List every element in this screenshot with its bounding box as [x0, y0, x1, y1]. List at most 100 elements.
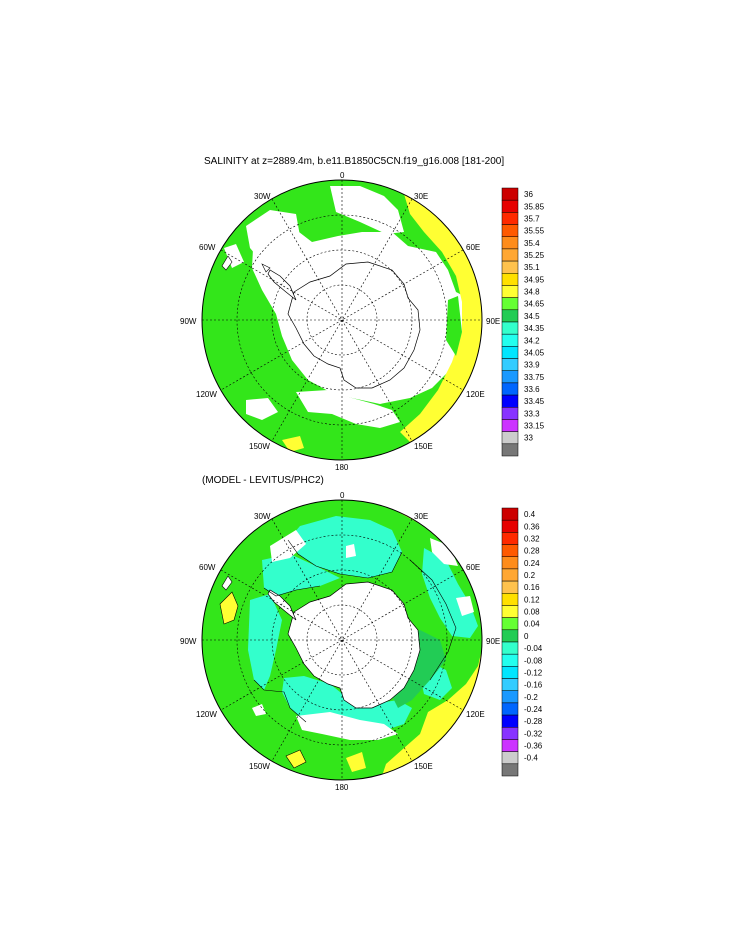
colorbar-label: 0.12: [524, 595, 540, 604]
colorbar-swatch: [501, 297, 519, 311]
colorbar-label: 35.55: [524, 227, 545, 236]
colorbar-swatch: [501, 519, 519, 533]
colorbar-label: 34.65: [524, 300, 545, 309]
lon-label: 120W: [196, 710, 217, 719]
colorbar-label: 33.9: [524, 361, 540, 370]
colorbar-swatch: [501, 507, 519, 521]
colorbar-swatch: [501, 763, 519, 777]
colorbar-label: -0.28: [524, 717, 543, 726]
lon-label: 90W: [180, 317, 197, 326]
colorbar-swatch: [501, 370, 519, 384]
colorbar-label: 33.15: [524, 422, 545, 431]
colorbar-swatch: [501, 382, 519, 396]
colorbar-swatch: [501, 653, 519, 667]
colorbar-label: 36: [524, 190, 533, 199]
colorbar-label: 35.1: [524, 263, 540, 272]
panel2-title: (MODEL - LEVITUS/PHC2): [202, 475, 324, 486]
colorbar-label: 33.6: [524, 385, 540, 394]
colorbar-label: 33: [524, 434, 533, 443]
colorbar-label: -0.08: [524, 656, 543, 665]
colorbar-swatch: [501, 260, 519, 274]
panel2-lon-labels: 0 30E 60E 90E 120E 150E 180 150W 120W 90…: [180, 491, 500, 792]
colorbar-swatch: [501, 666, 519, 679]
colorbar-swatch: [501, 431, 519, 445]
colorbar-label: 34.8: [524, 288, 540, 297]
colorbar-swatch: [501, 532, 519, 545]
colorbar-swatch: [501, 212, 519, 225]
lon-label: 90W: [180, 637, 197, 646]
lon-label: 0: [340, 491, 345, 500]
colorbar-label: 35.4: [524, 239, 540, 248]
colorbar-label: 34.35: [524, 324, 545, 333]
colorbar-swatch: [501, 593, 519, 606]
lon-label: 180: [335, 463, 349, 472]
colorbar-swatch: [501, 248, 519, 262]
colorbar-swatch: [501, 285, 519, 298]
colorbar-label: -0.24: [524, 705, 543, 714]
lon-label: 30W: [254, 512, 271, 521]
colorbar-label: 0.2: [524, 571, 536, 580]
panel2-map: [202, 500, 482, 780]
colorbar-swatch: [501, 739, 519, 752]
colorbar-swatch: [501, 751, 519, 765]
lon-label: 30E: [414, 192, 428, 201]
colorbar-swatch: [501, 678, 519, 691]
colorbar-swatch: [501, 346, 519, 359]
colorbar-swatch: [501, 321, 519, 335]
colorbar-swatch: [501, 605, 519, 618]
colorbar-swatch: [501, 187, 519, 201]
colorbar-label: 0.4: [524, 510, 536, 519]
colorbar-label: 0: [524, 632, 529, 641]
colorbar-swatch: [501, 309, 519, 323]
colorbar-swatch: [501, 199, 519, 213]
colorbar-label: 35.85: [524, 202, 545, 211]
colorbar-label: -0.12: [524, 668, 543, 677]
colorbar-label: -0.4: [524, 754, 538, 763]
lon-label: 150W: [249, 762, 270, 771]
colorbar-swatch: [501, 556, 519, 570]
colorbar-label: -0.2: [524, 693, 538, 702]
colorbar-swatch: [501, 236, 519, 250]
lon-label: 180: [335, 783, 349, 792]
colorbar-label: 0.08: [524, 608, 540, 617]
colorbar-label: 0.16: [524, 583, 540, 592]
lon-label: 60W: [199, 243, 216, 252]
colorbar-swatch: [501, 224, 519, 237]
panel1-colorbar: 36 35.85 35.7 35.55 35.4 35.25 35.1 34.95 34.8 34…: [501, 187, 545, 457]
colorbar-label: 35.25: [524, 251, 545, 260]
colorbar-swatch: [501, 641, 519, 655]
colorbar-swatch: [501, 419, 519, 432]
lon-label: 30E: [414, 512, 428, 521]
panel1-lon-labels: 0 30E 60E 90E 120E 150E 180 150W 120W 90…: [180, 171, 500, 472]
lon-label: 120E: [466, 390, 485, 399]
colorbar-label: 0.28: [524, 547, 540, 556]
colorbar-swatch: [501, 358, 519, 371]
lon-label: 0: [340, 171, 345, 180]
lon-label: 90E: [486, 317, 500, 326]
colorbar-label: 0.04: [524, 620, 540, 629]
colorbar-label: 35.7: [524, 214, 540, 223]
colorbar-swatch: [501, 580, 519, 594]
lon-label: 60E: [466, 243, 480, 252]
colorbar-label: 34.95: [524, 275, 545, 284]
panel1-map-border: [201, 179, 483, 461]
colorbar-swatch: [501, 394, 519, 408]
colorbar-label: 0.36: [524, 522, 540, 531]
colorbar-swatch: [501, 690, 519, 704]
colorbar-swatch: [501, 333, 519, 347]
lon-label: 60W: [199, 563, 216, 572]
lon-label: 150E: [414, 442, 433, 451]
colorbar-label: 33.3: [524, 409, 540, 418]
colorbar-label: -0.32: [524, 729, 543, 738]
colorbar-swatch: [501, 702, 519, 716]
colorbar-label: 33.75: [524, 373, 545, 382]
panel2-map-border: [201, 499, 483, 781]
colorbar-label: 34.05: [524, 348, 545, 357]
colorbar-swatch: [501, 443, 519, 457]
panel1-title: SALINITY at z=2889.4m, b.e11.B1850C5CN.f…: [204, 156, 505, 167]
lon-label: 60E: [466, 563, 480, 572]
colorbar-label: 33.45: [524, 397, 545, 406]
lon-label: 30W: [254, 192, 271, 201]
lon-label: 120E: [466, 710, 485, 719]
panel1-map: [202, 180, 482, 460]
